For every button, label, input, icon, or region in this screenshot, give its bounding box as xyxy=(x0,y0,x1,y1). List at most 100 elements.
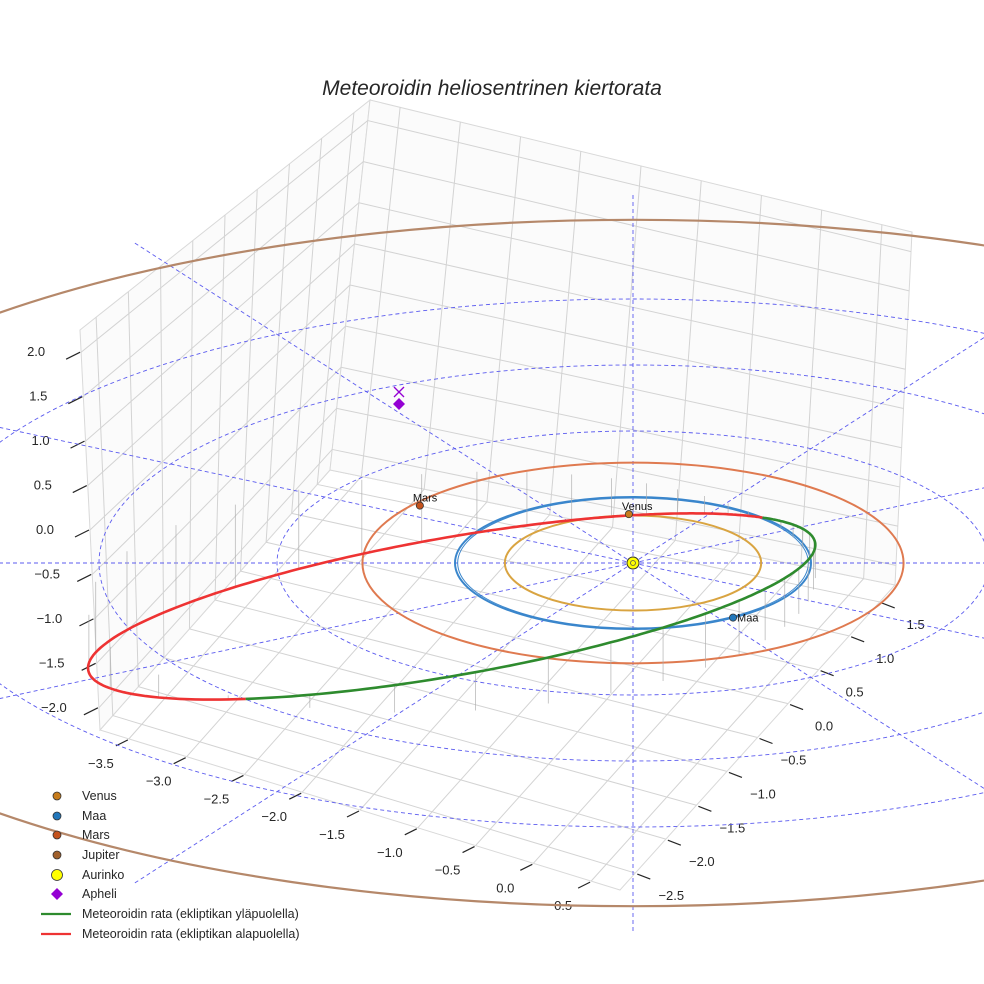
legend-item: Venus xyxy=(38,786,299,806)
aphelion-x-marker xyxy=(393,386,405,398)
z-tick-mark xyxy=(83,707,99,716)
orbit-maa xyxy=(454,496,812,630)
y-tick-mark xyxy=(850,636,865,643)
grid-line-z-wall xyxy=(345,325,902,449)
grid-line-z xyxy=(85,202,360,442)
meteoroid-orbit-below xyxy=(86,511,763,690)
planet-label-maa: Maa xyxy=(737,613,759,625)
z-tick-mark xyxy=(79,618,94,627)
y-tick-mark xyxy=(881,602,895,609)
meteoroid-orbit-below xyxy=(109,687,246,701)
legend-item: Mars xyxy=(38,825,299,845)
reference-radial xyxy=(0,427,634,564)
z-tick-label: 0.0 xyxy=(36,522,54,537)
x-tick-label: 0.0 xyxy=(496,880,514,895)
meteoroid-orbit-above xyxy=(245,516,817,701)
grid-line-y xyxy=(214,599,758,738)
reference-radial xyxy=(632,562,984,639)
legend-label: Aurinko xyxy=(82,867,125,882)
legend-item: Jupiter xyxy=(38,845,299,865)
z-tick-label: 1.5 xyxy=(29,389,47,404)
grid-line-y xyxy=(240,570,789,705)
y-tick-mark xyxy=(698,805,712,812)
y-tick-mark xyxy=(789,704,804,711)
legend-item: Maa xyxy=(38,806,299,826)
legend-label: Jupiter xyxy=(82,847,120,862)
x-tick-label: −3.0 xyxy=(146,774,172,789)
legend-label: Meteoroidin rata (ekliptikan alapuolella… xyxy=(82,926,300,941)
y-tick-label: −0.5 xyxy=(781,753,807,768)
z-tick-mark xyxy=(76,573,92,582)
x-tick-mark xyxy=(404,828,418,836)
grid-line-z-wall xyxy=(363,161,910,292)
legend-label: Apheli xyxy=(82,887,117,902)
x-tick-mark xyxy=(462,846,475,854)
legend-symbol xyxy=(38,827,76,843)
grid-line-z-wall xyxy=(354,243,906,370)
planet-marker-maa xyxy=(729,613,738,622)
legend-label: Mars xyxy=(82,828,110,843)
grid-line-y xyxy=(189,628,728,772)
y-tick-mark xyxy=(759,737,773,745)
legend-item: Meteoroidin rata (ekliptikan alapuolella… xyxy=(38,924,299,944)
legend-item: Apheli xyxy=(38,884,299,904)
legend: Venus Maa Mars Jupiter Aurinko Apheli Meteoroi… xyxy=(38,786,299,944)
grid-line-y xyxy=(163,657,697,806)
grid-line-y xyxy=(112,715,636,874)
x-tick-mark xyxy=(288,792,302,800)
legend-item: Meteoroidin rata (ekliptikan yläpuolella… xyxy=(38,904,299,924)
y-tick-label: 1.5 xyxy=(907,617,925,632)
x-tick-label: −0.5 xyxy=(435,863,461,878)
legend-symbol xyxy=(38,788,76,804)
z-tick-label: −0.5 xyxy=(34,566,60,581)
y-tick-mark xyxy=(728,771,743,778)
legend-label: Meteoroidin rata (ekliptikan yläpuolella… xyxy=(82,906,299,921)
y-tick-label: −2.5 xyxy=(658,888,684,903)
grid-line-z xyxy=(83,161,364,398)
plot-area: Venus Maa Mars xyxy=(0,193,984,933)
reference-circle xyxy=(276,430,984,696)
x-tick-mark xyxy=(520,863,533,871)
z-tick-label: −1.0 xyxy=(37,611,63,626)
x-tick-label: −3.5 xyxy=(88,756,114,771)
z-tick-label: −1.5 xyxy=(39,655,65,670)
sun-marker xyxy=(626,556,640,570)
planet-label-venus: Venus xyxy=(622,501,653,513)
legend-label: Venus xyxy=(82,788,117,803)
x-tick-label: −1.5 xyxy=(319,827,345,842)
grid-line-z-wall xyxy=(367,120,912,253)
y-tick-label: −1.0 xyxy=(750,786,776,801)
y-tick-label: 0.0 xyxy=(815,719,833,734)
grid-line-z xyxy=(89,284,351,531)
z-tick-label: 0.5 xyxy=(34,478,52,493)
legend-symbol xyxy=(38,847,76,863)
grid-line-z xyxy=(87,243,355,486)
y-tick-mark xyxy=(667,839,682,846)
legend-symbol xyxy=(38,867,76,883)
reference-radial xyxy=(134,242,634,564)
legend-symbol xyxy=(38,808,76,824)
x-tick-mark xyxy=(231,774,244,782)
aphelion-marker xyxy=(393,398,405,410)
y-tick-label: −1.5 xyxy=(720,820,746,835)
x-tick-mark xyxy=(577,881,591,889)
z-tick-label: −2.0 xyxy=(41,700,67,715)
z-tick-mark xyxy=(70,440,85,449)
x-tick-label: −2.0 xyxy=(261,809,287,824)
planet-marker-mars xyxy=(415,501,424,510)
grid-line-z xyxy=(91,325,346,575)
grid-line-y xyxy=(265,541,819,671)
reference-radial xyxy=(134,562,634,884)
z-tick-mark xyxy=(74,529,90,538)
sun-core xyxy=(630,560,636,566)
orbit-jupiter xyxy=(0,218,984,908)
x-tick-mark xyxy=(173,757,186,765)
z-tick-label: 1.0 xyxy=(32,433,50,448)
reference-radial xyxy=(0,562,634,699)
axis-panes xyxy=(79,98,913,891)
reference-radial xyxy=(632,487,984,564)
axis-ticks: −3.5 −3.0 −2.5 −2.0 −1.5 −1.0 −0.5 0.0 0.5 −2.5 −2… xyxy=(27,344,925,913)
planet-label-mars: Mars xyxy=(413,493,438,505)
legend-item: Aurinko xyxy=(38,865,299,885)
legend-symbol xyxy=(38,926,76,942)
